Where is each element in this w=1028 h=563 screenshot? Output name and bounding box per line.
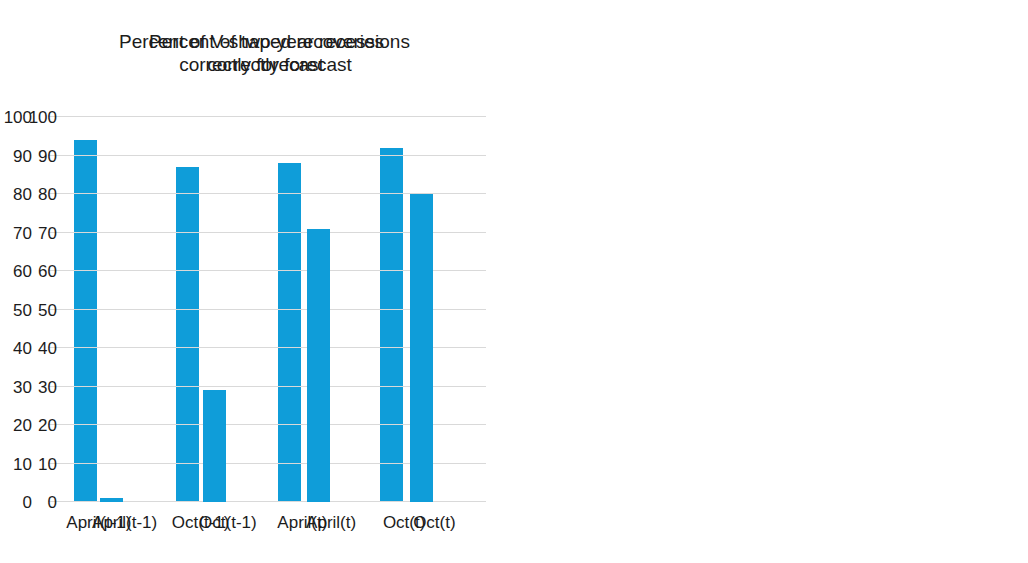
- y-axis-label: 40: [38, 340, 57, 357]
- figure-forecast-accuracy: Percent of V-shaped recoveries correctly…: [0, 0, 1028, 563]
- bar: [307, 229, 330, 502]
- x-axis-label: Oct(t): [413, 513, 456, 533]
- y-axis-label: 0: [48, 494, 57, 511]
- plot-area: [73, 117, 486, 502]
- bar: [410, 194, 433, 502]
- chart-two-year-recessions: Percent of two-year recessions correctly…: [0, 0, 514, 563]
- x-axis-label: April(t): [306, 513, 356, 533]
- chart-title: Percent of two-year recessions correctly…: [73, 30, 486, 76]
- y-axis-label: 20: [38, 417, 57, 434]
- y-axis-label: 90: [38, 147, 57, 164]
- y-axis-label: 50: [38, 301, 57, 318]
- x-axis: April(t-1) Oct(t-1) April(t) Oct(t): [73, 513, 486, 535]
- x-axis-label: April(t-1): [92, 513, 157, 533]
- gridline: [73, 155, 486, 156]
- y-axis-label: 70: [38, 224, 57, 241]
- chart-title-line1: Percent of two-year recessions: [73, 30, 486, 53]
- bar: [100, 498, 123, 502]
- y-axis-label: 100: [29, 109, 57, 126]
- y-axis-label: 60: [38, 263, 57, 280]
- gridline: [73, 116, 486, 117]
- chart-title-line2: correctly forecast: [73, 53, 486, 76]
- x-axis-label: Oct(t-1): [199, 513, 257, 533]
- y-axis-label: 30: [38, 378, 57, 395]
- y-axis-label: 80: [38, 186, 57, 203]
- y-axis: 0102030405060708090100: [0, 117, 57, 502]
- bar: [203, 390, 226, 502]
- y-axis-label: 10: [38, 455, 57, 472]
